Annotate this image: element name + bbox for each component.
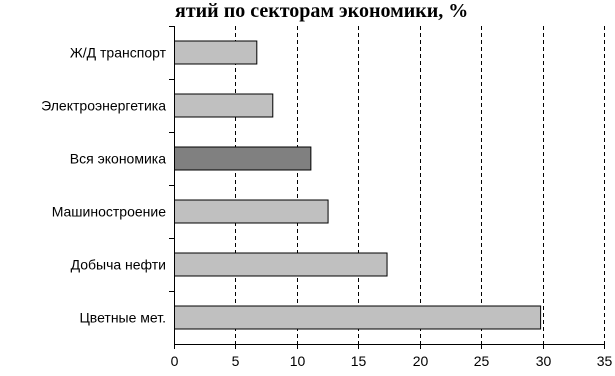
x-tick-label-6: 30 bbox=[536, 353, 552, 369]
category-label-4: Добыча нефти bbox=[71, 257, 166, 273]
category-label-3: Машиностроение bbox=[52, 204, 166, 220]
bar-2 bbox=[174, 146, 312, 171]
x-tick-label-1: 5 bbox=[232, 353, 240, 369]
x-tick-label-3: 15 bbox=[351, 353, 367, 369]
x-tick-label-2: 10 bbox=[290, 353, 306, 369]
category-label-2: Вся экономика bbox=[70, 151, 166, 167]
bar-4 bbox=[174, 252, 388, 277]
bar-0 bbox=[174, 40, 258, 65]
x-tick-label-7: 35 bbox=[597, 353, 613, 369]
x-tick-labels: 0 5 10 15 20 25 30 35 bbox=[171, 353, 613, 369]
category-label-0: Ж/Д транспорт bbox=[70, 45, 167, 61]
chart-title: ятий по секторам экономики, % bbox=[175, 0, 468, 22]
x-tick-label-5: 25 bbox=[474, 353, 490, 369]
grid-lines bbox=[235, 26, 605, 344]
bar-1 bbox=[174, 93, 274, 118]
category-label-5: Цветные мет. bbox=[79, 310, 166, 326]
x-tick-label-0: 0 bbox=[171, 353, 179, 369]
category-labels: Ж/Д транспорт Электроэнергетика Вся эконом… bbox=[41, 45, 166, 326]
category-label-1: Электроэнергетика bbox=[41, 98, 166, 114]
axes bbox=[169, 26, 605, 349]
bar-3 bbox=[174, 199, 329, 224]
bars bbox=[174, 40, 542, 330]
bar-5 bbox=[174, 305, 542, 330]
x-tick-label-4: 20 bbox=[413, 353, 429, 369]
